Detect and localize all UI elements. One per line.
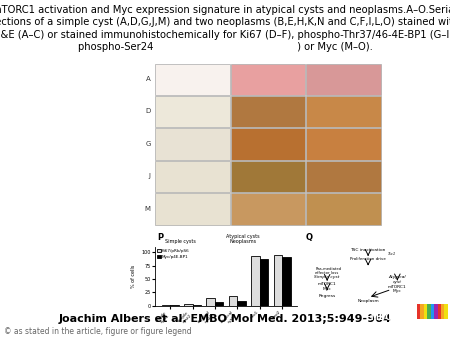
Bar — [428, 304, 431, 319]
Bar — [207, 298, 215, 306]
Text: Atypical
cyst: Atypical cyst — [388, 275, 406, 284]
Bar — [155, 128, 230, 160]
Bar — [282, 258, 291, 306]
Bar — [155, 161, 230, 192]
Bar — [155, 193, 230, 225]
Bar — [231, 64, 305, 95]
Text: Joachim Albers et al. EMBO Mol Med. 2013;5:949-964: Joachim Albers et al. EMBO Mol Med. 2013… — [58, 314, 392, 324]
Bar — [231, 128, 305, 160]
Bar — [431, 304, 434, 319]
Bar — [420, 304, 424, 319]
Bar — [444, 304, 448, 319]
Bar — [231, 193, 305, 225]
Text: J: J — [149, 173, 151, 179]
Bar — [184, 304, 193, 306]
Bar — [274, 255, 282, 306]
Text: Proliferation drive: Proliferation drive — [350, 258, 386, 261]
Y-axis label: % of cells: % of cells — [131, 265, 136, 288]
Bar — [155, 64, 230, 95]
Bar — [306, 161, 381, 192]
Text: Molecular Medicine: Molecular Medicine — [365, 324, 416, 329]
Bar — [231, 161, 305, 192]
Text: mTORC1
Myc: mTORC1 Myc — [388, 285, 407, 293]
Bar — [306, 193, 381, 225]
Bar — [306, 64, 381, 95]
Legend: Ki67/pRb/pS6, Myc/p4E-BP1: Ki67/pRb/pS6, Myc/p4E-BP1 — [158, 249, 189, 259]
Text: Atypical cysts
Neoplasms: Atypical cysts Neoplasms — [226, 234, 260, 244]
Bar — [231, 96, 305, 127]
Bar — [306, 96, 381, 127]
Text: Simple cyst: Simple cyst — [315, 275, 340, 279]
Text: Regress: Regress — [319, 294, 336, 298]
Text: TSC inactivation: TSC inactivation — [351, 248, 386, 252]
Bar — [441, 304, 444, 319]
Bar — [229, 296, 237, 306]
Text: A: A — [146, 76, 151, 82]
Bar — [162, 305, 170, 306]
Bar — [417, 304, 420, 319]
Text: M: M — [145, 206, 151, 212]
Text: mTORC1 activation and Myc expression signature in atypical cysts and neoplasms.A: mTORC1 activation and Myc expression sig… — [0, 5, 450, 52]
Bar — [170, 305, 179, 306]
Bar — [306, 128, 381, 160]
Bar — [260, 259, 268, 306]
Bar — [434, 304, 437, 319]
Text: Q: Q — [306, 233, 313, 242]
Bar — [215, 301, 224, 306]
Bar — [251, 257, 260, 306]
Text: P: P — [158, 233, 164, 242]
Bar — [237, 300, 246, 306]
Bar — [424, 304, 428, 319]
Text: EMBO: EMBO — [365, 313, 392, 322]
Text: Tsc1: Tsc1 — [388, 252, 396, 256]
Text: mTORC1
Myc: mTORC1 Myc — [318, 282, 337, 291]
Text: D: D — [145, 108, 151, 114]
Bar — [193, 305, 201, 306]
Text: Neoplasm: Neoplasm — [357, 299, 379, 303]
Bar — [437, 304, 441, 319]
Text: G: G — [145, 141, 151, 147]
Text: © as stated in the article, figure or figure legend: © as stated in the article, figure or fi… — [4, 327, 192, 336]
Bar — [155, 96, 230, 127]
Text: Ras-mediated
effector loss: Ras-mediated effector loss — [315, 267, 342, 275]
Text: Simple cysts: Simple cysts — [165, 239, 196, 244]
